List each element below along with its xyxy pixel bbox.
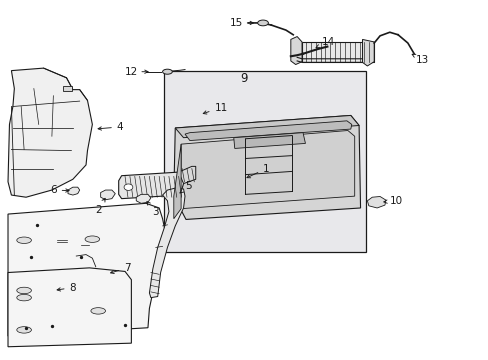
Polygon shape bbox=[181, 131, 354, 209]
Ellipse shape bbox=[17, 294, 31, 301]
Bar bbox=[63, 86, 72, 91]
Text: 10: 10 bbox=[383, 196, 403, 206]
Polygon shape bbox=[178, 166, 195, 184]
Polygon shape bbox=[233, 133, 305, 148]
Text: 15: 15 bbox=[230, 18, 243, 28]
Text: 11: 11 bbox=[203, 103, 227, 114]
Ellipse shape bbox=[162, 69, 172, 74]
Text: 12: 12 bbox=[125, 67, 138, 77]
Ellipse shape bbox=[17, 327, 31, 333]
Polygon shape bbox=[175, 116, 358, 138]
Text: 2: 2 bbox=[95, 198, 105, 216]
Polygon shape bbox=[149, 188, 184, 298]
Text: 6: 6 bbox=[50, 185, 69, 195]
Polygon shape bbox=[173, 144, 181, 219]
Ellipse shape bbox=[17, 237, 31, 243]
Polygon shape bbox=[101, 190, 115, 200]
Text: 4: 4 bbox=[98, 122, 123, 132]
Ellipse shape bbox=[91, 308, 105, 314]
Bar bbox=[302, 42, 373, 62]
Polygon shape bbox=[8, 203, 165, 336]
Polygon shape bbox=[119, 172, 183, 199]
Polygon shape bbox=[8, 68, 92, 197]
Ellipse shape bbox=[17, 287, 31, 294]
Text: 9: 9 bbox=[240, 72, 248, 85]
Text: 8: 8 bbox=[57, 283, 76, 293]
Text: 1: 1 bbox=[246, 163, 269, 178]
Polygon shape bbox=[8, 268, 131, 347]
Text: 13: 13 bbox=[411, 54, 428, 65]
Polygon shape bbox=[184, 121, 351, 140]
Text: 5: 5 bbox=[180, 181, 191, 193]
Text: 7: 7 bbox=[110, 263, 130, 274]
Bar bbox=[163, 71, 366, 252]
Polygon shape bbox=[366, 197, 385, 208]
Ellipse shape bbox=[85, 236, 100, 242]
Polygon shape bbox=[290, 37, 302, 64]
Polygon shape bbox=[173, 116, 360, 220]
Polygon shape bbox=[362, 40, 373, 66]
Polygon shape bbox=[136, 194, 151, 203]
Ellipse shape bbox=[257, 20, 268, 26]
Text: 3: 3 bbox=[147, 202, 159, 217]
Text: 14: 14 bbox=[315, 37, 334, 48]
Polygon shape bbox=[68, 187, 80, 195]
Circle shape bbox=[124, 184, 133, 190]
